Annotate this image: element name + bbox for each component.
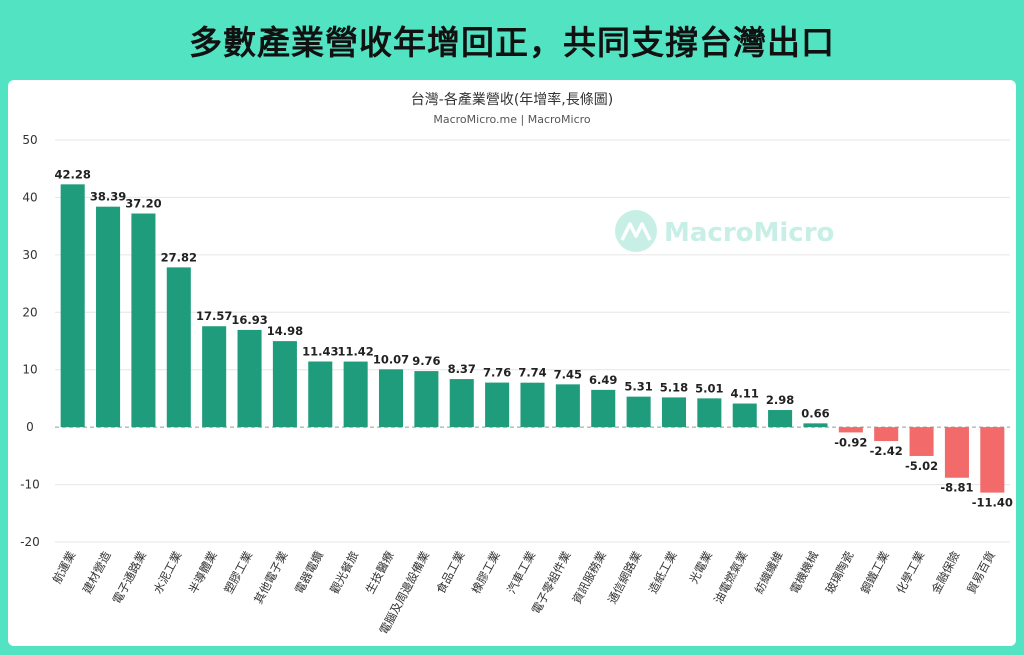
bar-value-label: 7.74 (518, 366, 546, 380)
bar-value-label: 9.76 (412, 354, 440, 368)
x-category-label: 食品工業 (433, 548, 467, 596)
x-category-label: 光電業 (686, 548, 715, 585)
x-category-label: 水泥工業 (150, 548, 184, 596)
bar (626, 396, 651, 428)
y-tick-label: 20 (22, 305, 37, 319)
bar (60, 184, 85, 428)
x-category-label: 橡膠工業 (469, 548, 503, 596)
watermark-logo-icon (615, 210, 657, 252)
bar (661, 397, 687, 428)
x-category-label: 塑膠工業 (221, 548, 255, 596)
bar-value-label: 0.66 (801, 406, 829, 420)
bar (980, 427, 1005, 493)
bar-value-label: 17.57 (196, 309, 232, 323)
bar-value-label: 37.20 (125, 197, 161, 211)
watermark-text: MacroMicro (664, 218, 834, 248)
bar-value-label: 7.45 (554, 367, 582, 381)
bar-value-label: 42.28 (54, 167, 90, 181)
x-category-label: 電子通路業 (110, 548, 150, 606)
bar (838, 427, 863, 433)
bar (202, 326, 227, 428)
x-category-label: 資訊服務業 (570, 548, 610, 606)
bar-value-label: 4.11 (731, 387, 759, 401)
x-category-label: 其他電子業 (251, 548, 291, 606)
bar (308, 361, 333, 428)
bar-value-label: 16.93 (231, 313, 267, 327)
y-tick-label: 40 (22, 190, 37, 204)
bar (732, 403, 757, 428)
bar-value-label: 5.18 (660, 380, 688, 394)
x-category-label: 玻璃陶瓷 (823, 549, 857, 596)
y-tick-label: -10 (20, 478, 40, 492)
bar-value-label: -2.42 (870, 444, 903, 458)
bar (944, 427, 969, 478)
x-category-label: 通信網路業 (605, 548, 645, 606)
bar-value-label: 5.01 (695, 381, 723, 395)
x-category-label: 電器電纜 (292, 548, 326, 596)
bar-value-label: -8.81 (940, 481, 973, 495)
bar-value-label: 8.37 (448, 362, 476, 376)
bar (96, 206, 121, 428)
page-headline: 多數產業營收年增回正，共同支撐台灣出口 (189, 23, 835, 62)
x-category-label: 觀光餐旅 (327, 548, 361, 596)
x-category-label: 航運業 (50, 548, 79, 585)
watermark: MacroMicro (615, 210, 834, 252)
bar (768, 410, 793, 428)
x-category-label: 汽車工業 (504, 548, 538, 596)
watermark-logo-mark (620, 222, 652, 241)
y-tick-label: 50 (22, 133, 37, 147)
bar (237, 329, 262, 428)
bar-value-label: 2.98 (766, 393, 794, 407)
bar-value-label: 11.42 (337, 345, 373, 359)
bar-value-label: 14.98 (267, 324, 303, 338)
bar (874, 427, 899, 442)
bar-value-label: -11.40 (972, 496, 1013, 510)
bar (131, 213, 156, 428)
bar (520, 382, 545, 428)
chart-title: 台灣-各產業營收(年增率,長條圖) (411, 91, 613, 108)
bar-value-label: 27.82 (161, 250, 197, 264)
bar-value-label: -5.02 (905, 459, 938, 473)
x-category-label: 紡織纖維 (752, 549, 786, 596)
bar (343, 361, 368, 428)
bar-value-label: -0.92 (834, 435, 867, 449)
bar-value-label: 38.39 (90, 190, 126, 204)
bar (272, 341, 297, 428)
bar (909, 427, 934, 456)
x-category-label: 鋼鐵工業 (858, 548, 892, 596)
x-category-label: 建材營造 (80, 548, 114, 596)
x-category-label: 電機機械 (787, 548, 821, 596)
y-tick-label: 30 (22, 248, 37, 262)
bar (591, 389, 616, 428)
bar (485, 382, 510, 428)
y-tick-label: 0 (26, 420, 34, 434)
bar (378, 369, 404, 428)
x-category-label: 油電燃氣業 (711, 548, 751, 606)
bar (697, 398, 722, 428)
x-category-label: 貿易百貨 (964, 549, 998, 596)
bar-value-label: 6.49 (589, 373, 617, 387)
x-category-label: 半導體業 (186, 548, 220, 596)
x-category-label: 化學工業 (893, 548, 927, 596)
y-tick-label: 10 (22, 363, 37, 377)
x-category-label: 造紙工業 (646, 548, 680, 596)
y-tick-label: -20 (20, 535, 40, 549)
bar-value-label: 7.76 (483, 366, 511, 380)
bar-value-label: 5.31 (624, 380, 652, 394)
chart-subtitle: MacroMicro.me | MacroMicro (433, 113, 591, 126)
x-category-label: 金融保險 (929, 548, 963, 596)
bar-value-label: 10.07 (373, 352, 409, 366)
bar-value-label: 11.43 (302, 345, 338, 359)
x-category-label: 生技醫療 (363, 548, 397, 596)
bar (449, 379, 474, 428)
bar (803, 423, 828, 428)
bar (414, 371, 439, 428)
bar (166, 267, 191, 428)
bar (555, 384, 580, 428)
